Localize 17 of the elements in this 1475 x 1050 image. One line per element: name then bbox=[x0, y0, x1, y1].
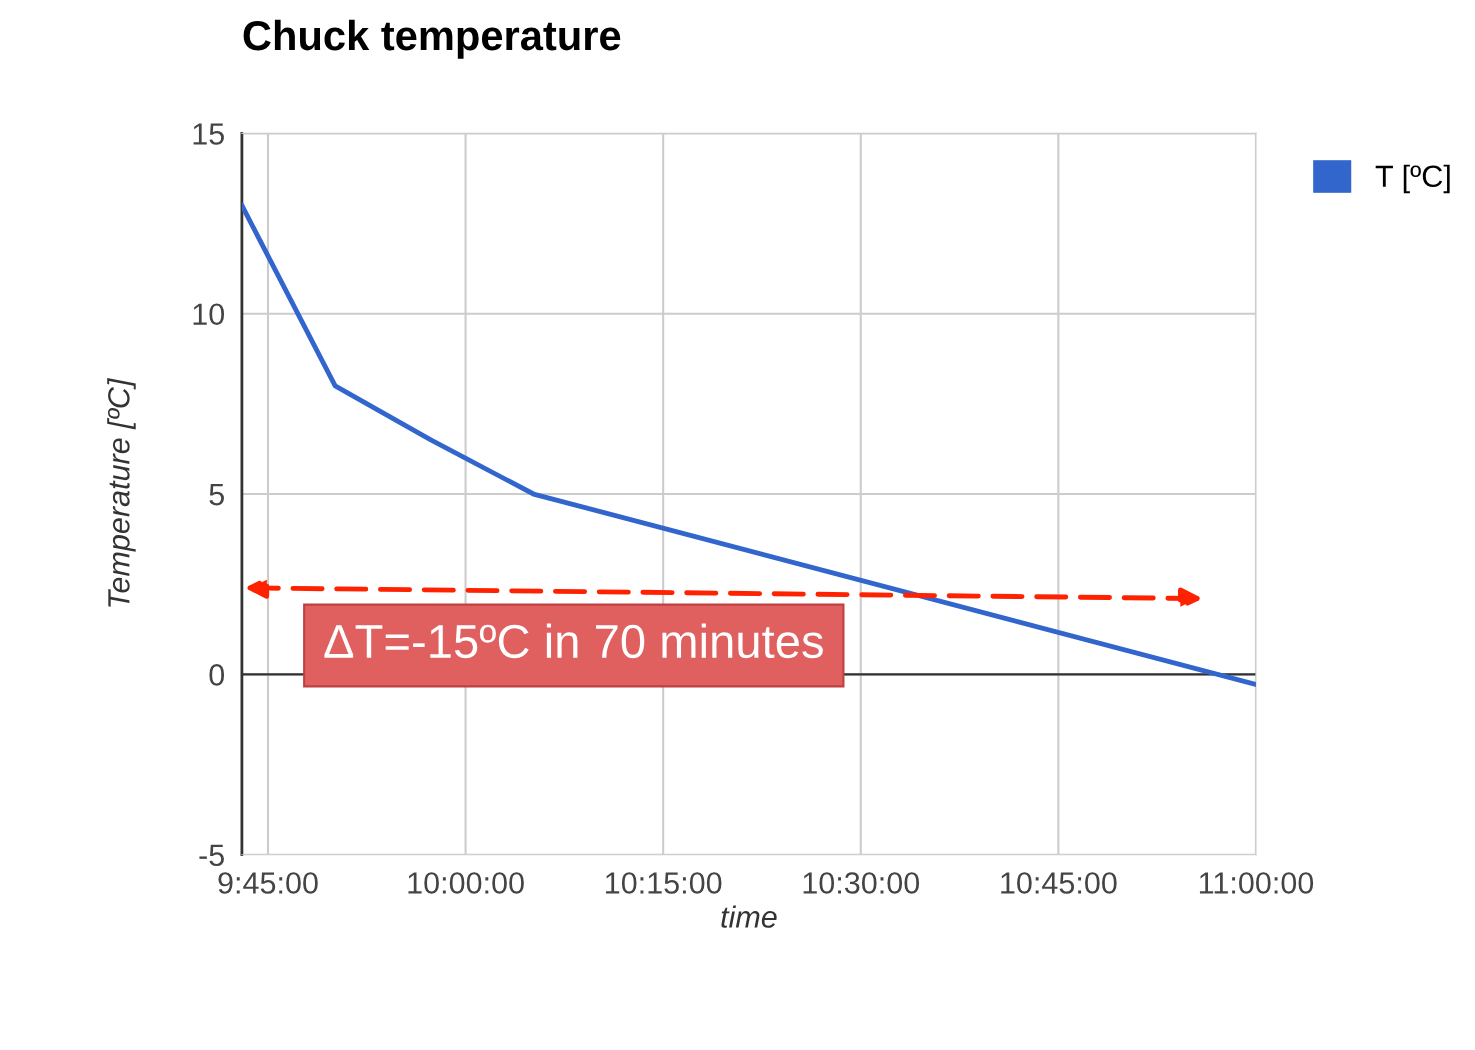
y-tick-label: 10 bbox=[193, 303, 225, 326]
y-tick-label: 15 bbox=[193, 123, 224, 145]
x-tick-label: 11:00:00 bbox=[1199, 872, 1314, 894]
x-tick-label: 9:45:00 bbox=[218, 872, 318, 894]
x-tick-label: 10:00:00 bbox=[408, 872, 524, 894]
y-tick-label: -5 bbox=[199, 844, 224, 867]
annotation: ΔT=-15ºC in 70 minutes bbox=[324, 623, 823, 659]
y-tick-label: 5 bbox=[209, 484, 224, 506]
line-series bbox=[241, 203, 1256, 687]
x-tick-label: 10:45:00 bbox=[1001, 872, 1117, 894]
y-tick-label: 0 bbox=[209, 664, 225, 686]
chart-title: Chuck temperature bbox=[243, 19, 621, 59]
x-tick-label: 10:15:00 bbox=[606, 872, 722, 894]
x-tick-label: 10:30:00 bbox=[803, 872, 920, 894]
legend-label: T [ºC] bbox=[1375, 164, 1450, 194]
x-axis-title: time bbox=[721, 905, 777, 928]
y-axis-title: Temperature [ºC] bbox=[107, 378, 136, 607]
